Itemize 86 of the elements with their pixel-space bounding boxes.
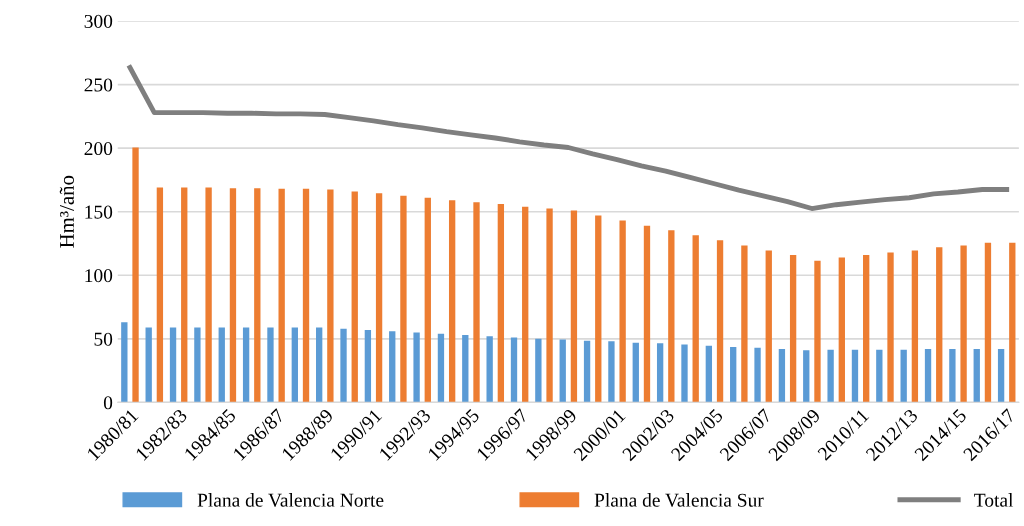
bar [181, 187, 188, 403]
bar [814, 260, 821, 403]
bar [900, 349, 907, 403]
bar [437, 333, 445, 403]
bar [936, 247, 943, 403]
bar [887, 252, 894, 403]
y-tick-label: 200 [84, 141, 113, 156]
bar [448, 200, 456, 403]
bar [462, 335, 469, 403]
bar [254, 188, 261, 403]
bar [351, 191, 358, 403]
bar [960, 245, 967, 403]
y-tick-label: 100 [85, 269, 113, 283]
bar [705, 345, 713, 403]
bar [375, 193, 383, 403]
bar [851, 349, 859, 403]
bar [229, 188, 237, 403]
bar [716, 240, 724, 403]
bar [424, 197, 431, 403]
bar [291, 327, 298, 403]
bar [754, 347, 761, 403]
legend-label: Total [974, 493, 1014, 507]
bar [473, 202, 480, 403]
bar [121, 322, 128, 403]
bar [132, 147, 139, 403]
bar [364, 329, 372, 403]
bar [730, 347, 737, 403]
bar [559, 339, 566, 403]
bar [486, 336, 493, 403]
bar [827, 349, 834, 403]
bar [681, 344, 688, 403]
bar [389, 331, 396, 403]
bar [194, 327, 201, 403]
bar [583, 340, 591, 403]
bar [497, 204, 505, 403]
bar [924, 349, 932, 403]
bar [838, 257, 845, 403]
bar [413, 332, 420, 403]
bar [145, 327, 152, 403]
bar [765, 250, 772, 403]
bar [911, 250, 919, 403]
bar [546, 208, 553, 403]
bar [327, 189, 334, 403]
bar [267, 327, 274, 403]
bar [741, 245, 748, 403]
bar [973, 349, 980, 403]
bar [278, 188, 285, 403]
bar [789, 254, 797, 403]
bar [997, 349, 1005, 403]
line-series [127, 65, 1010, 211]
bar [668, 230, 675, 403]
bar [522, 206, 529, 403]
bar [619, 220, 626, 403]
legend-label: Plana de Valencia Norte [197, 493, 384, 507]
bar [643, 225, 651, 403]
bar [302, 188, 310, 403]
bar [316, 327, 323, 403]
bar [218, 327, 225, 403]
bar [570, 210, 578, 403]
bar [156, 187, 164, 403]
bar [340, 328, 347, 403]
y-tick-label: 300 [84, 14, 113, 28]
y-tick-label: 150 [85, 205, 113, 219]
y-tick-label: 0 [103, 396, 113, 410]
bar [984, 242, 992, 403]
bar [656, 343, 664, 403]
y-tick-label: 250 [84, 78, 113, 92]
bar [400, 195, 407, 403]
y-tick-label: 50 [94, 332, 113, 346]
y-axis-title: Hm³/año [59, 175, 74, 248]
bar [1009, 242, 1016, 403]
bar [535, 338, 542, 403]
bar [803, 350, 810, 403]
bar [595, 215, 602, 403]
bar [876, 349, 883, 403]
bar [863, 254, 870, 403]
legend-label: Plana de Valencia Sur [594, 493, 764, 507]
bar [169, 327, 177, 403]
bar [632, 342, 639, 403]
bar [778, 349, 786, 403]
bar [692, 235, 699, 403]
bar [949, 349, 956, 403]
bar [205, 187, 212, 403]
bar [608, 341, 615, 403]
bar [242, 327, 250, 403]
bar [510, 337, 518, 403]
